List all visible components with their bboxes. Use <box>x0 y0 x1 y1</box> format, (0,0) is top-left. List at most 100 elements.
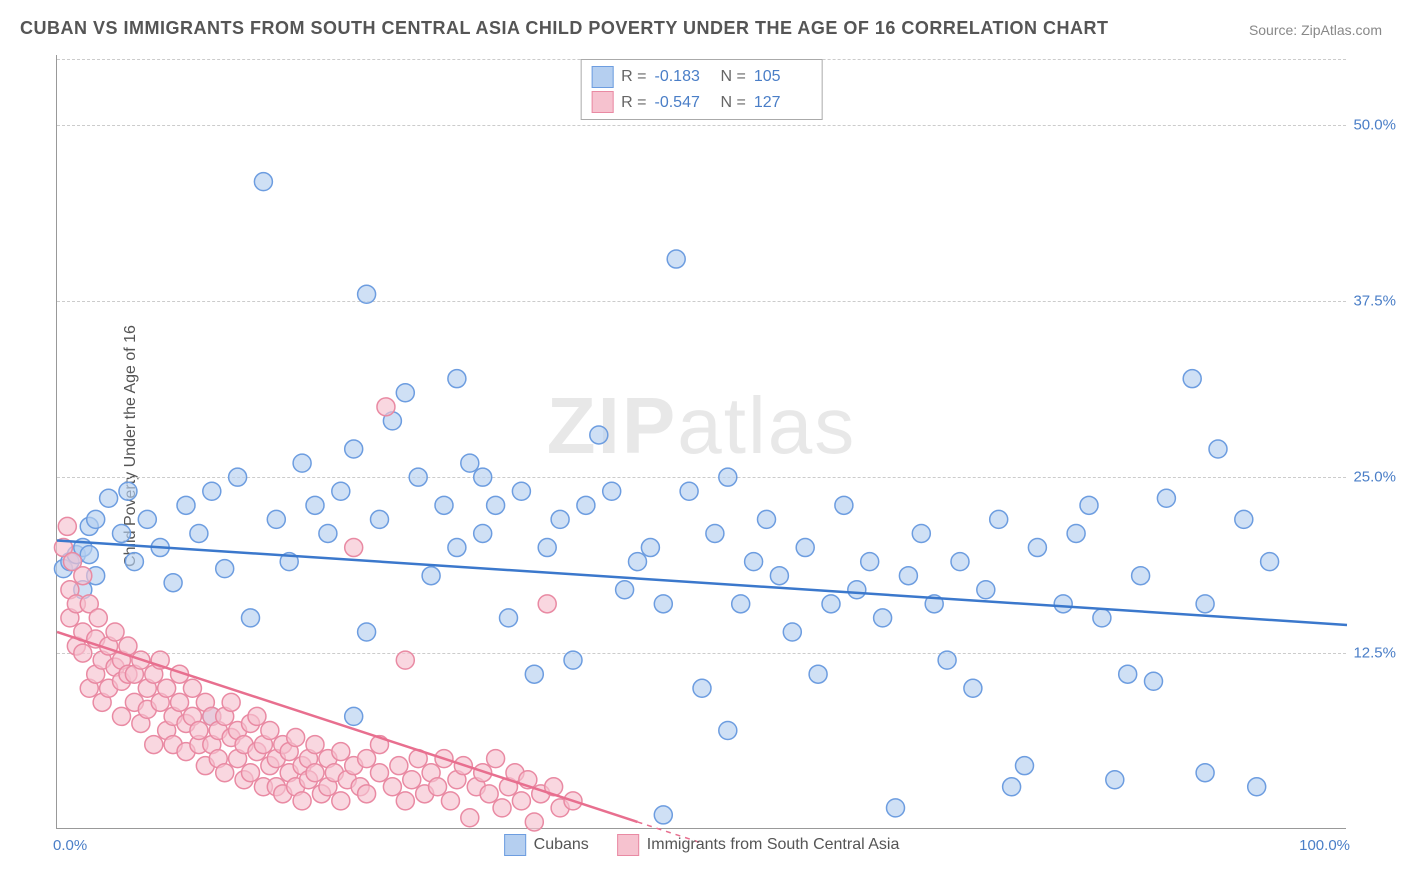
data-point <box>396 651 414 669</box>
data-point <box>500 609 518 627</box>
data-point <box>441 792 459 810</box>
data-point <box>861 553 879 571</box>
data-point <box>293 454 311 472</box>
data-point <box>1157 489 1175 507</box>
data-point <box>74 567 92 585</box>
data-point <box>512 792 530 810</box>
data-point <box>1119 665 1137 683</box>
data-point <box>564 651 582 669</box>
data-point <box>461 454 479 472</box>
data-point <box>429 778 447 796</box>
data-point <box>474 524 492 542</box>
r-label: R = <box>621 64 646 90</box>
legend-swatch <box>591 66 613 88</box>
stats-legend-box: R =-0.183N =105R =-0.547N =127 <box>580 59 823 120</box>
data-point <box>487 750 505 768</box>
scatter-svg <box>57 55 1346 828</box>
data-point <box>538 539 556 557</box>
data-point <box>848 581 866 599</box>
data-point <box>287 729 305 747</box>
data-point <box>371 764 389 782</box>
data-point <box>667 250 685 268</box>
data-point <box>177 496 195 514</box>
data-point <box>1054 595 1072 613</box>
legend-item: Cubans <box>504 834 589 856</box>
data-point <box>874 609 892 627</box>
data-point <box>403 771 421 789</box>
data-point <box>190 721 208 739</box>
data-point <box>1080 496 1098 514</box>
data-point <box>487 496 505 514</box>
r-value: -0.547 <box>655 90 713 116</box>
r-label: R = <box>621 90 646 116</box>
data-point <box>242 764 260 782</box>
data-point <box>87 510 105 528</box>
data-point <box>89 609 107 627</box>
data-point <box>899 567 917 585</box>
data-point <box>106 623 124 641</box>
data-point <box>990 510 1008 528</box>
y-tick-label: 25.0% <box>1353 469 1396 486</box>
data-point <box>1145 672 1163 690</box>
data-point <box>345 707 363 725</box>
data-point <box>216 764 234 782</box>
data-point <box>977 581 995 599</box>
data-point <box>461 809 479 827</box>
x-tick-max: 100.0% <box>1299 837 1350 854</box>
data-point <box>222 693 240 711</box>
data-point <box>261 721 279 739</box>
chart-title: CUBAN VS IMMIGRANTS FROM SOUTH CENTRAL A… <box>20 18 1109 39</box>
data-point <box>383 778 401 796</box>
data-point <box>551 510 569 528</box>
data-point <box>1003 778 1021 796</box>
n-value: 127 <box>754 90 812 116</box>
data-point <box>358 785 376 803</box>
data-point <box>474 468 492 486</box>
data-point <box>480 785 498 803</box>
data-point <box>616 581 634 599</box>
data-point <box>758 510 776 528</box>
x-tick-min: 0.0% <box>53 837 87 854</box>
data-point <box>745 553 763 571</box>
data-point <box>306 736 324 754</box>
data-point <box>538 595 556 613</box>
data-point <box>1248 778 1266 796</box>
legend-swatch <box>504 834 526 856</box>
data-point <box>377 398 395 416</box>
data-point <box>525 665 543 683</box>
data-point <box>770 567 788 585</box>
data-point <box>293 792 311 810</box>
data-point <box>435 496 453 514</box>
data-point <box>732 595 750 613</box>
data-point <box>577 496 595 514</box>
data-point <box>216 560 234 578</box>
data-point <box>603 482 621 500</box>
r-value: -0.183 <box>655 64 713 90</box>
data-point <box>319 524 337 542</box>
data-point <box>1183 370 1201 388</box>
data-point <box>680 482 698 500</box>
data-point <box>332 482 350 500</box>
data-point <box>719 468 737 486</box>
data-point <box>80 546 98 564</box>
correlation-chart: CUBAN VS IMMIGRANTS FROM SOUTH CENTRAL A… <box>0 0 1406 892</box>
data-point <box>448 370 466 388</box>
data-point <box>512 482 530 500</box>
plot-area: ZIPatlas 12.5%25.0%37.5%50.0% R =-0.183N… <box>56 55 1346 829</box>
data-point <box>951 553 969 571</box>
data-point <box>390 757 408 775</box>
data-point <box>113 707 131 725</box>
data-point <box>964 679 982 697</box>
data-point <box>1235 510 1253 528</box>
data-point <box>396 384 414 402</box>
data-point <box>125 553 143 571</box>
data-point <box>493 799 511 817</box>
data-point <box>796 539 814 557</box>
legend-swatch <box>591 91 613 113</box>
data-point <box>158 679 176 697</box>
legend-swatch <box>617 834 639 856</box>
data-point <box>358 750 376 768</box>
y-tick-label: 37.5% <box>1353 293 1396 310</box>
data-point <box>164 574 182 592</box>
data-point <box>138 510 156 528</box>
